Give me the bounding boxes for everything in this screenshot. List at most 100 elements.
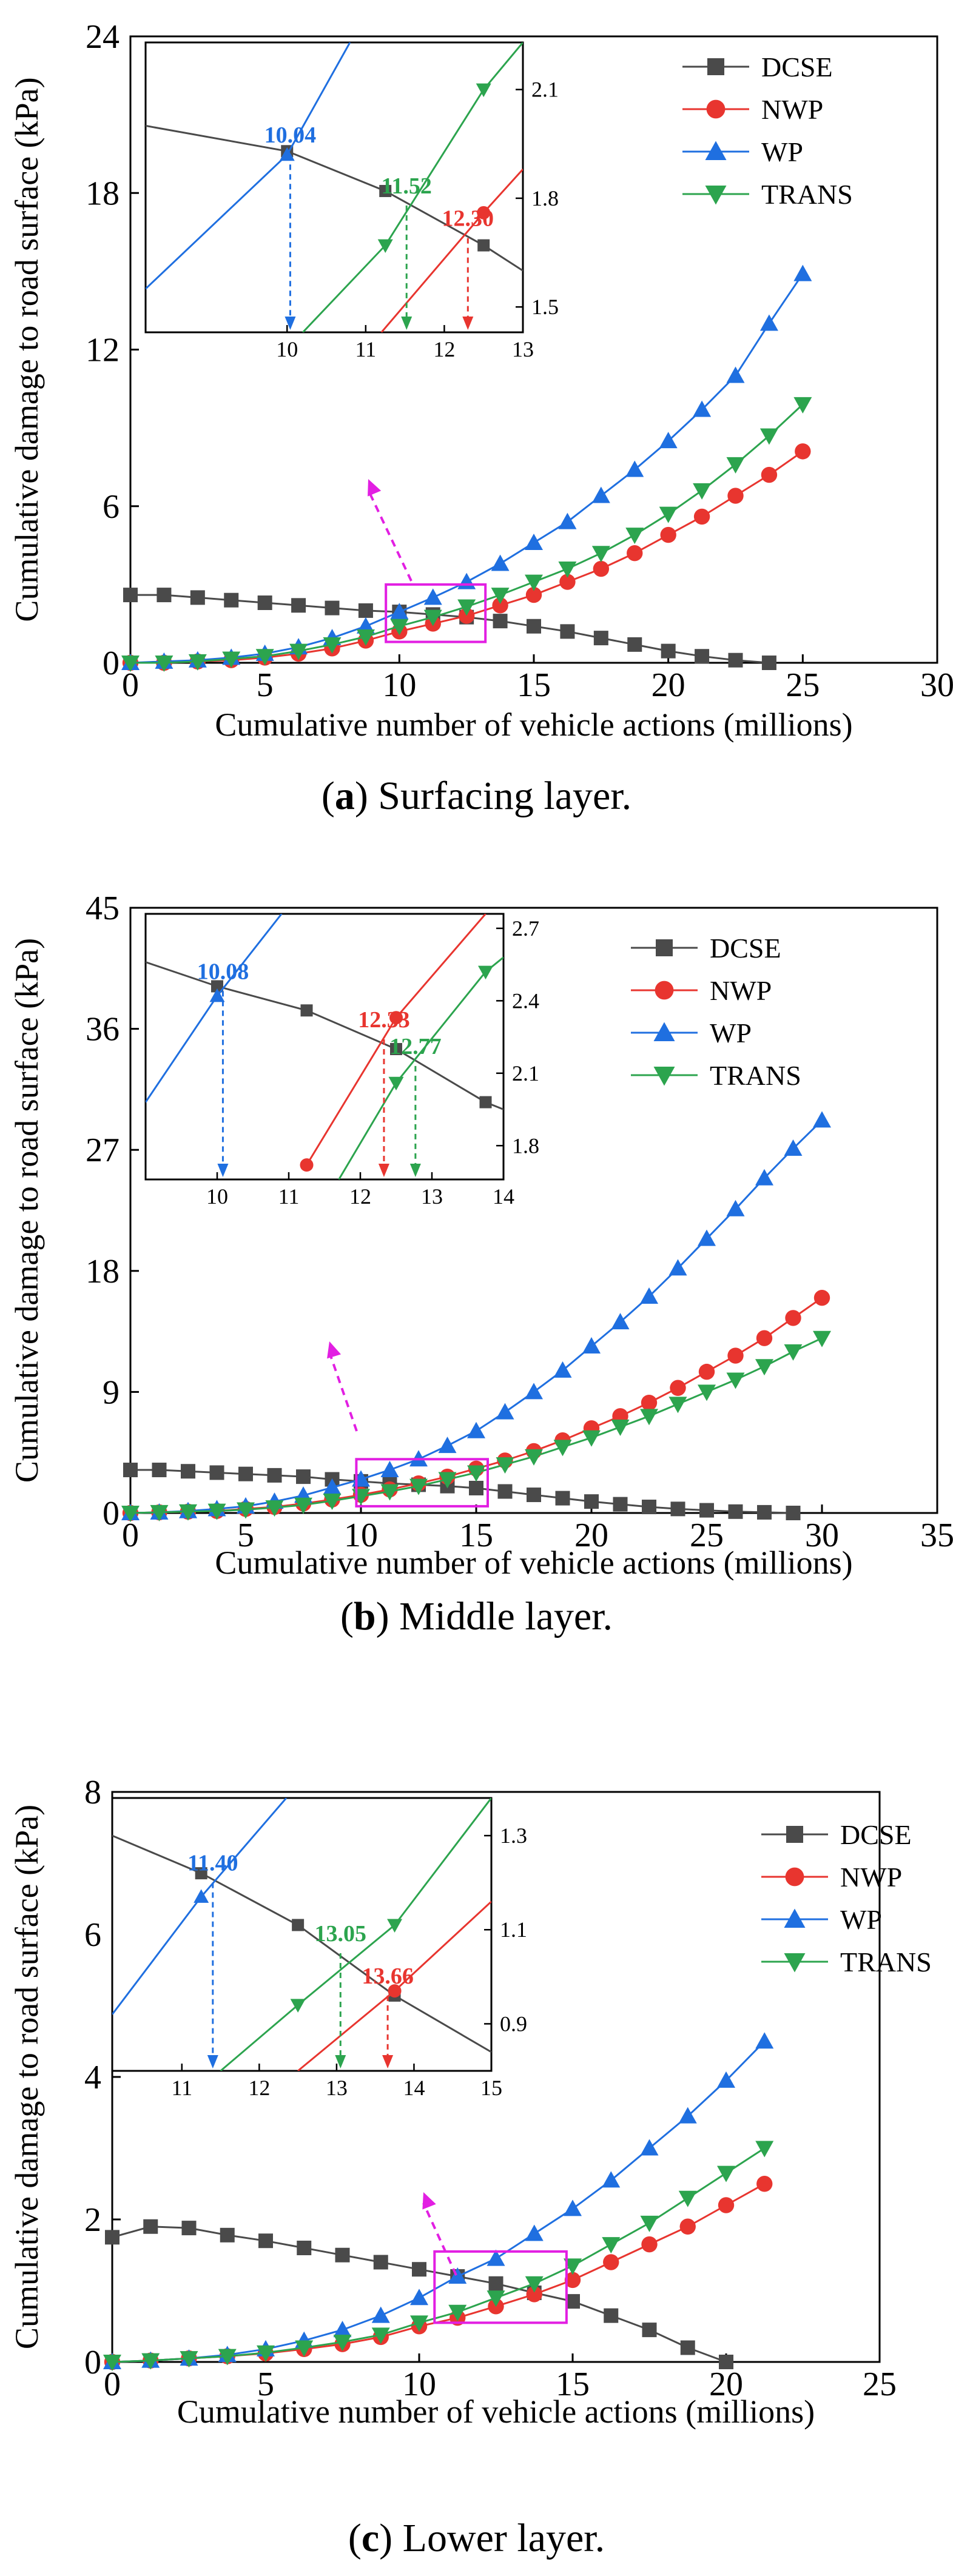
series-dcse <box>105 2219 733 2369</box>
intersection-arrowhead <box>285 317 296 330</box>
y-tick-label: 8 <box>84 1774 101 1811</box>
intersection-arrowhead <box>207 2055 218 2068</box>
intersection-arrowhead <box>335 2055 346 2068</box>
data-point-wp <box>625 460 644 477</box>
inset-x-tick-label: 11 <box>171 2076 192 2100</box>
legend-label: DCSE <box>840 1819 912 1850</box>
data-point-trans <box>558 562 577 579</box>
legend-swatch-marker <box>653 1067 675 1086</box>
data-point-dcse <box>190 590 205 605</box>
data-point-wp <box>525 1383 543 1400</box>
intersection-label: 12.33 <box>358 1007 410 1033</box>
plot-frame <box>129 907 938 1514</box>
x-tick-label: 0 <box>104 2366 121 2403</box>
data-point-trans <box>467 1465 485 1482</box>
inset-y-tick-label: 0.9 <box>500 2011 527 2036</box>
legend-swatch-marker <box>705 141 727 160</box>
data-point-dcse <box>258 2233 273 2249</box>
y-tick-label: 45 <box>86 890 120 927</box>
data-point-trans <box>265 1500 284 1517</box>
intersection-arrowhead <box>462 317 474 330</box>
data-point-wp <box>457 572 476 589</box>
data-point-dcse <box>661 643 676 659</box>
data-point-dcse <box>719 2355 733 2369</box>
data-point-dcse <box>224 592 239 608</box>
data-point-dcse <box>757 1504 772 1520</box>
data-point-wp <box>496 1403 514 1420</box>
y-axis-label: Cumulative damage to road surface (kPa) <box>8 938 45 1483</box>
inset-x-tick-label: 14 <box>403 2076 425 2100</box>
data-point-trans <box>255 649 274 666</box>
data-point-trans <box>793 397 812 414</box>
data-point-trans <box>141 2353 160 2370</box>
data-point-wp <box>611 1313 630 1330</box>
inset-y-tick-label: 1.8 <box>531 186 559 210</box>
inset-series <box>146 914 503 1179</box>
inset-x-tick-label: 15 <box>480 2076 502 2100</box>
data-point-dcse <box>728 652 743 668</box>
data-point-wp <box>668 1259 687 1276</box>
data-point-nwp <box>785 1310 801 1326</box>
data-point-wp <box>390 603 409 620</box>
legend-label: WP <box>710 1018 752 1048</box>
data-point-dcse <box>560 624 575 639</box>
inset-point-dcse <box>292 1919 305 1931</box>
inset-point-trans <box>388 1076 404 1091</box>
data-point-trans <box>491 588 510 605</box>
inset-series <box>112 1798 491 2071</box>
data-point-trans <box>525 1449 543 1466</box>
data-point-trans <box>103 2355 121 2371</box>
data-point-wp <box>726 1199 745 1216</box>
x-tick-label: 10 <box>344 1517 378 1554</box>
data-point-trans <box>717 2165 735 2182</box>
data-point-trans <box>180 2351 198 2368</box>
zoom-pointer-line <box>422 2202 457 2276</box>
inset-point-dcse <box>390 1042 402 1055</box>
data-point-wp <box>491 554 510 571</box>
zoom-pointer-arrowhead <box>327 1341 342 1359</box>
data-point-nwp <box>593 560 610 577</box>
data-point-trans <box>784 1344 803 1361</box>
inset-x-tick-label: 13 <box>421 1184 443 1209</box>
data-point-wp <box>755 1169 773 1186</box>
inset-y-tick-label: 1.1 <box>500 1917 527 1942</box>
data-point-trans <box>591 546 610 563</box>
x-tick-label: 10 <box>382 666 416 704</box>
y-tick-label: 9 <box>103 1374 120 1411</box>
data-point-dcse <box>613 1497 628 1512</box>
inset-point-trans <box>387 1919 403 1933</box>
data-point-trans <box>582 1430 601 1447</box>
intersection-label: 10.08 <box>197 959 249 984</box>
inset-x-tick-label: 11 <box>278 1184 300 1209</box>
data-point-trans <box>640 2215 659 2232</box>
data-point-dcse <box>786 1506 801 1520</box>
data-point-trans <box>496 1457 514 1474</box>
inset-series <box>146 42 523 332</box>
data-point-trans <box>188 654 207 671</box>
inset-point-dcse <box>379 184 392 197</box>
data-point-trans <box>678 2190 697 2207</box>
x-tick-label: 5 <box>257 666 274 704</box>
series-trans <box>103 2141 774 2371</box>
data-point-trans <box>409 1478 428 1495</box>
inset-zoom: 11 12 13 14 15 0.9 1.1 1.3 11.40 13.05 13.66 <box>111 1797 527 2100</box>
x-tick-label: 20 <box>574 1517 608 1554</box>
data-point-trans <box>218 2349 237 2366</box>
series-line-wp <box>112 2041 766 2363</box>
legend-item-trans: TRANS <box>761 1947 932 1977</box>
data-point-nwp <box>603 2254 619 2270</box>
y-tick-label: 0 <box>103 645 120 682</box>
legend-item-nwp: NWP <box>631 975 772 1006</box>
series-nwp <box>122 443 811 671</box>
inset-line-trans <box>302 42 523 332</box>
data-point-dcse <box>267 1467 282 1483</box>
data-point-wp <box>467 1421 485 1438</box>
data-point-nwp <box>727 1347 744 1364</box>
intersection-arrowhead <box>409 1164 421 1177</box>
data-point-trans <box>410 2315 428 2332</box>
data-point-dcse <box>143 2219 158 2234</box>
data-point-dcse <box>728 1504 743 1519</box>
data-point-dcse <box>157 588 172 603</box>
inset-x-tick-label: 10 <box>276 337 298 361</box>
